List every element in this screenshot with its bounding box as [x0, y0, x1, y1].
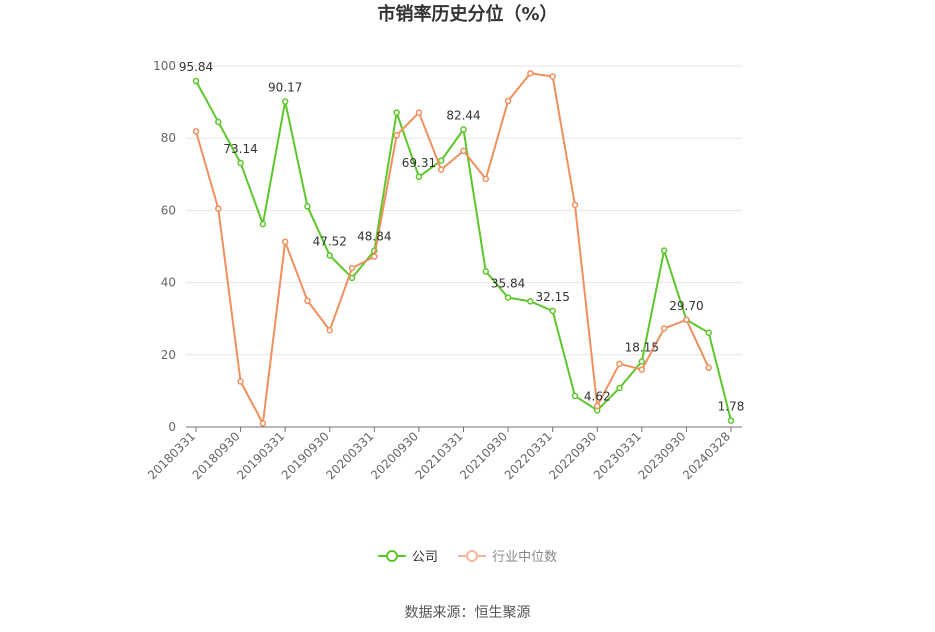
data-point: [460, 147, 467, 155]
data-point: [660, 247, 668, 254]
data-point: [638, 358, 646, 365]
data-point: [215, 118, 222, 126]
data-label: 69.31: [402, 156, 436, 170]
y-axis: 0 20 40 60 80 100: [153, 59, 176, 434]
y-tick-label: 40: [161, 276, 176, 290]
data-point: [705, 364, 712, 372]
data-point: [326, 327, 333, 334]
data-point: [616, 384, 623, 392]
data-label: 48.84: [357, 230, 391, 244]
data-point: [237, 378, 244, 385]
data-point: [237, 159, 244, 167]
data-point: [326, 252, 333, 259]
data-labels: 95.84 73.14 90.17 47.52 48.84 69.31 82.44 35.84…: [179, 60, 745, 414]
x-axis: 2018033120180930201903312019093020200331…: [145, 426, 742, 482]
data-point: [259, 420, 267, 427]
data-point: [482, 175, 490, 183]
legend: 公司 行业中位数: [0, 546, 935, 567]
data-label: 29.70: [669, 299, 703, 313]
y-tick-label: 0: [168, 420, 176, 434]
data-point: [727, 417, 735, 424]
data-point: [549, 73, 556, 80]
data-label: 73.14: [223, 142, 257, 156]
data-point: [437, 157, 445, 164]
data-label: 95.84: [179, 60, 213, 74]
data-point: [304, 203, 311, 210]
series-line-industry-median: [195, 72, 710, 425]
data-point: [527, 298, 534, 305]
data-point: [594, 402, 601, 410]
data-point: [371, 253, 378, 260]
y-tick-label: 20: [161, 348, 176, 362]
x-tick-label: 20230930: [635, 429, 688, 482]
series-layer: [192, 69, 735, 427]
data-point: [348, 274, 356, 282]
data-point: [281, 238, 289, 246]
data-point: [281, 98, 289, 105]
data-point: [304, 297, 311, 304]
data-point: [683, 316, 690, 324]
data-label: 82.44: [446, 108, 480, 122]
legend-label-company: 公司: [411, 550, 438, 565]
y-tick-label: 100: [153, 59, 176, 73]
x-tick-label: 20220331: [502, 429, 555, 482]
chart-title: 市销率历史分位（%）: [377, 4, 558, 25]
data-point: [638, 366, 646, 373]
data-point: [549, 307, 556, 315]
x-tick-label: 20190331: [234, 429, 287, 482]
data-point: [437, 166, 445, 173]
data-point: [460, 126, 467, 133]
data-point: [415, 109, 423, 116]
legend-item-company[interactable]: 公司: [377, 546, 438, 565]
data-point: [192, 128, 200, 135]
x-tick-label: 20240328: [680, 429, 733, 482]
data-point: [192, 77, 200, 85]
x-tick-label: 20200930: [368, 429, 421, 482]
data-label: 90.17: [268, 80, 302, 94]
legend-line-circle-icon: [458, 549, 487, 562]
data-point: [393, 109, 400, 116]
data-label: 47.52: [313, 234, 347, 248]
y-tick-label: 80: [161, 131, 176, 145]
data-point: [504, 294, 512, 301]
data-point: [571, 201, 579, 209]
legend-label-industry-median: 行业中位数: [492, 550, 558, 565]
data-point: [393, 132, 400, 139]
data-source: 数据来源：恒生聚源: [404, 605, 531, 621]
data-point: [660, 325, 668, 332]
data-point: [415, 173, 423, 181]
data-point: [482, 268, 490, 275]
data-label: 32.15: [535, 290, 569, 304]
data-point: [215, 205, 222, 212]
legend-item-industry-median[interactable]: 行业中位数: [458, 546, 557, 565]
data-label: 18.15: [625, 340, 659, 354]
data-point: [571, 392, 579, 400]
data-point: [504, 97, 512, 105]
data-point: [348, 264, 356, 272]
data-point: [616, 360, 623, 368]
y-tick-label: 60: [161, 203, 176, 217]
legend-line-circle-icon: [377, 549, 406, 562]
data-point: [259, 220, 267, 228]
data-point: [705, 329, 712, 337]
data-label: 4.62: [584, 389, 611, 403]
data-label: 1.78: [718, 400, 745, 414]
data-point: [527, 69, 534, 77]
data-label: 35.84: [491, 277, 525, 291]
